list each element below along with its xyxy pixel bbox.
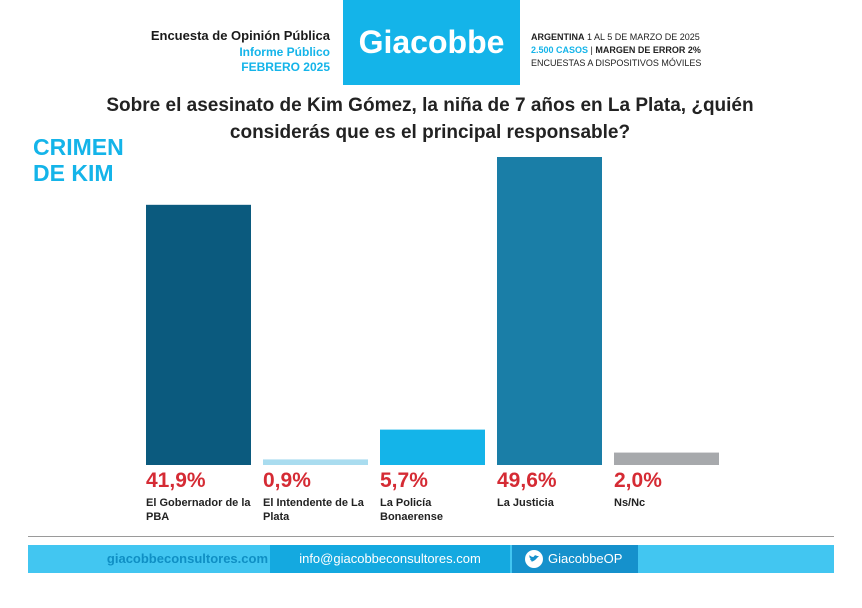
period: 1 AL 5 DE MARZO DE 2025 <box>587 32 700 42</box>
twitter-handle: GiacobbeOP <box>548 551 623 566</box>
category-label: La Policía Bonaerense <box>380 497 443 523</box>
subtitle: CRIMEN DE KIM <box>33 134 124 186</box>
brand: Giacobbe <box>343 0 520 85</box>
category-label: El Gobernador de la PBA <box>146 497 251 523</box>
report: Informe Público <box>239 45 330 59</box>
subtitle-line: DE KIM <box>33 160 114 186</box>
category-label: Ns/Nc <box>614 497 646 509</box>
margin: MARGEN DE ERROR 2% <box>595 45 701 55</box>
cases: 2.500 CASOS <box>531 45 589 55</box>
header-meta: ARGENTINA 1 AL 5 DE MARZO DE 2025 2.500 … <box>531 32 702 68</box>
bar <box>380 429 485 465</box>
value-label: 5,7% <box>380 469 428 492</box>
chart-title: Sobre el asesinato de Kim Gómez, la niña… <box>106 95 754 143</box>
twitter-icon <box>525 550 543 568</box>
separator <box>28 536 834 537</box>
survey: Encuesta de Opinión Pública <box>150 28 330 43</box>
category-label: El Intendente de La Plata <box>263 497 364 523</box>
value-label: 49,6% <box>497 469 557 492</box>
bar <box>497 157 602 465</box>
bar <box>263 459 368 465</box>
footer-web: giacobbeconsultores.com <box>106 551 268 566</box>
subtitle-line: CRIMEN <box>33 134 124 160</box>
bar <box>614 452 719 465</box>
footer-twitter: GiacobbeOP <box>512 545 638 573</box>
method: ENCUESTAS A DISPOSITIVOS MÓVILES <box>531 58 702 68</box>
value-label: 2,0% <box>614 469 662 492</box>
value-label: 41,9% <box>146 469 206 492</box>
date: FEBRERO 2025 <box>241 60 330 74</box>
category-label: La Justicia <box>497 497 554 509</box>
bar <box>146 204 251 465</box>
value-label: 0,9% <box>263 469 311 492</box>
country: ARGENTINA <box>531 32 585 42</box>
footer-email: info@giacobbeconsultores.com <box>270 545 510 573</box>
